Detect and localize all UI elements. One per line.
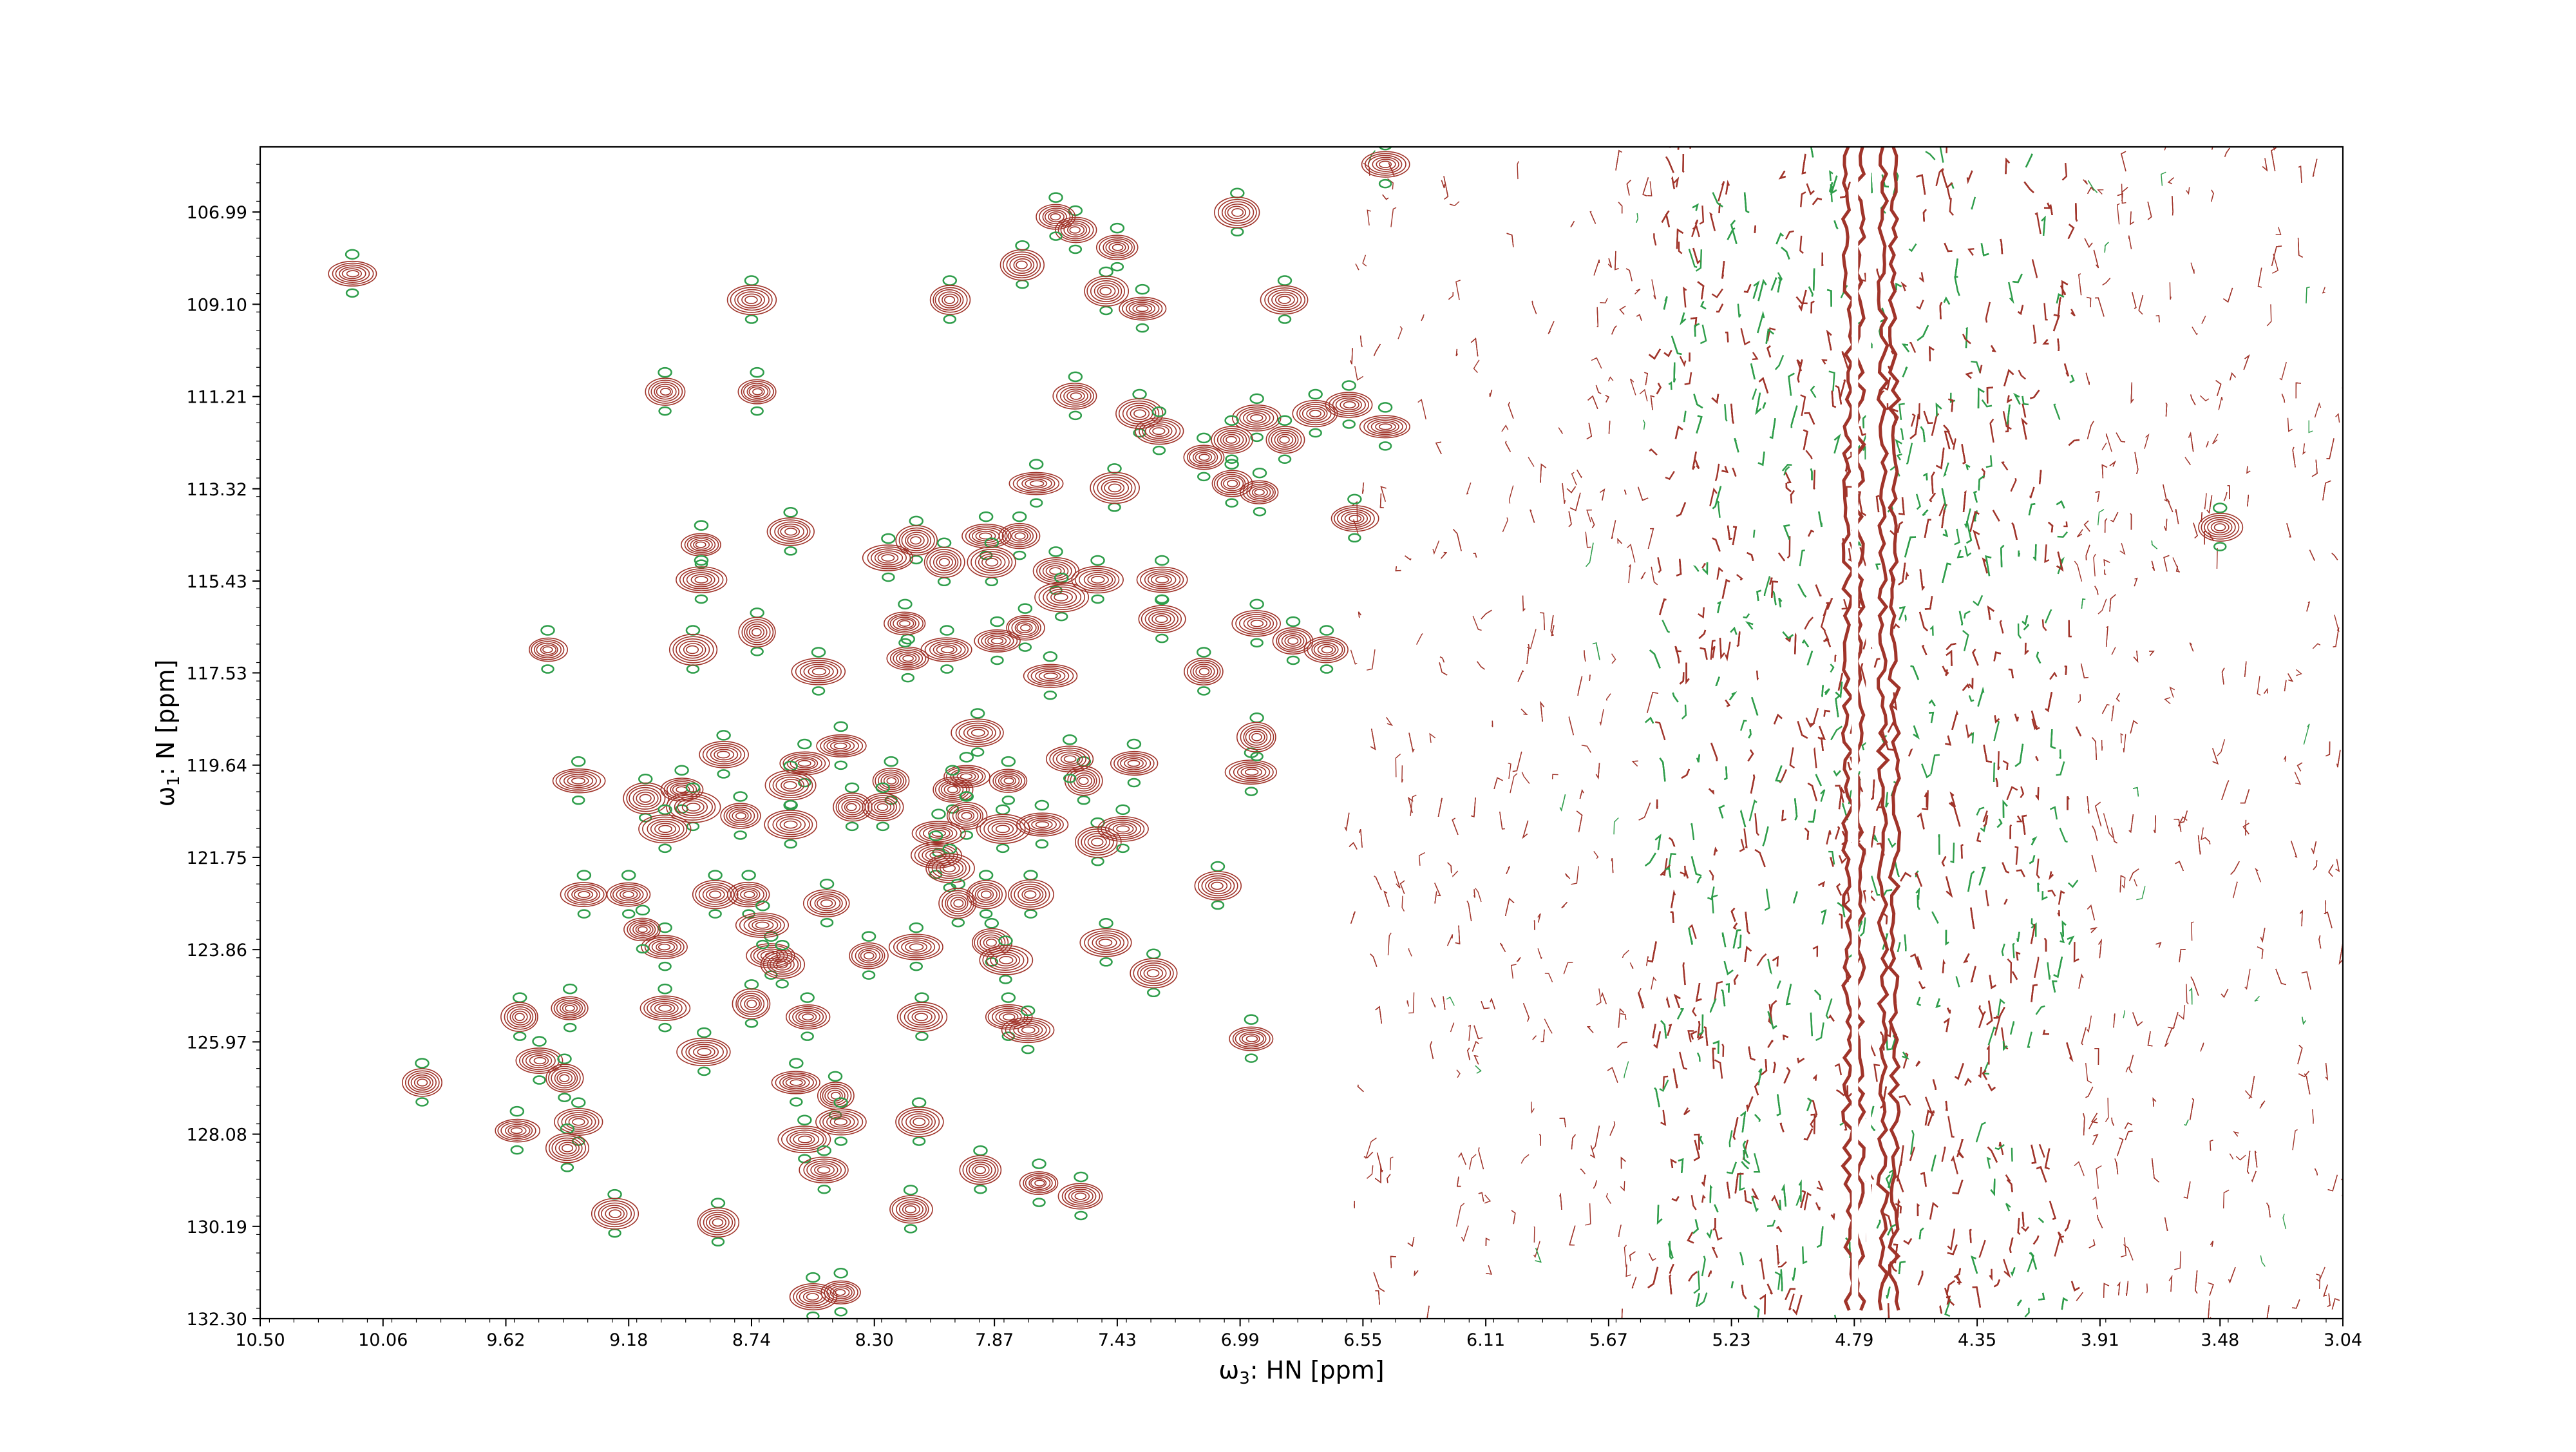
x-tick-label: 8.30 [855, 1330, 894, 1350]
noise-contour [1755, 225, 1756, 233]
y-tick-label: 123.86 [187, 941, 247, 960]
y-axis-label: ω1: N [ppm] [151, 660, 184, 807]
x-tick-label: 10.50 [235, 1330, 285, 1350]
y-axis: 106.99 109.10 111.21 113.32 115.43 117.53 119.… [187, 164, 260, 1330]
y-tick-label: 113.32 [187, 480, 247, 500]
noise-contour [1888, 1303, 1889, 1320]
water-gap [1866, 147, 1871, 1319]
water-gap [1852, 147, 1858, 1319]
x-tick-label: 5.67 [1589, 1330, 1628, 1350]
x-tick-label: 3.04 [2324, 1330, 2362, 1350]
x-tick-label: 4.35 [1958, 1330, 1996, 1350]
y-tick-label: 125.97 [187, 1033, 247, 1053]
x-tick-label: 9.18 [609, 1330, 648, 1350]
noise-contour [2019, 551, 2020, 557]
noise-contour [1589, 674, 1590, 681]
noise-contour [1939, 834, 1940, 854]
x-tick-label: 10.06 [358, 1330, 408, 1350]
x-tick-label: 9.62 [486, 1330, 525, 1350]
noise-contour [1492, 721, 1493, 727]
y-tick-label: 109.10 [187, 295, 247, 315]
y-tick-label: 111.21 [187, 388, 247, 408]
noise-contour [1966, 329, 1967, 349]
y-tick-label: 119.64 [187, 756, 247, 776]
y-tick-label: 121.75 [187, 848, 247, 868]
x-tick-label: 5.23 [1712, 1330, 1751, 1350]
noise-contour [2326, 138, 2334, 147]
x-tick-label: 6.99 [1221, 1330, 1260, 1350]
y-tick-label: 115.43 [187, 572, 247, 592]
x-tick-label: 4.79 [1835, 1330, 1873, 1350]
noise-contour [1919, 404, 1920, 419]
y-tick-label: 117.53 [187, 664, 247, 684]
x-axis-label: ω3: HN [ppm] [1218, 1356, 1384, 1388]
y-tick-label: 128.08 [187, 1125, 247, 1145]
x-axis: 10.50 10.06 9.62 9.18 8.74 8.30 7.87 7.43 6.99 6.… [235, 1319, 2362, 1350]
x-tick-label: 7.87 [975, 1330, 1014, 1350]
x-tick-label: 7.43 [1098, 1330, 1137, 1350]
noise-contour [1814, 470, 1815, 490]
noise-contour [2326, 138, 2334, 147]
noise-contour [1670, 129, 1676, 148]
y-tick-label: 132.30 [187, 1310, 247, 1330]
y-tick-label: 106.99 [187, 203, 247, 223]
x-tick-label: 3.91 [2081, 1330, 2119, 1350]
x-tick-label: 6.11 [1466, 1330, 1505, 1350]
noise-contour [2102, 740, 2103, 750]
noise-contour [2326, 138, 2334, 147]
y-tick-label: 130.19 [187, 1218, 247, 1237]
noise-contour [2038, 883, 2040, 892]
noise-contour [1998, 751, 2000, 770]
x-tick-label: 3.48 [2201, 1330, 2239, 1350]
noise-contour [1534, 921, 1535, 930]
x-tick-label: 8.74 [732, 1330, 771, 1350]
x-tick-label: 6.55 [1343, 1330, 1382, 1350]
noise-contour [1674, 363, 1676, 383]
noise-contour [2146, 1284, 2147, 1294]
noise-contour [1689, 352, 1690, 361]
